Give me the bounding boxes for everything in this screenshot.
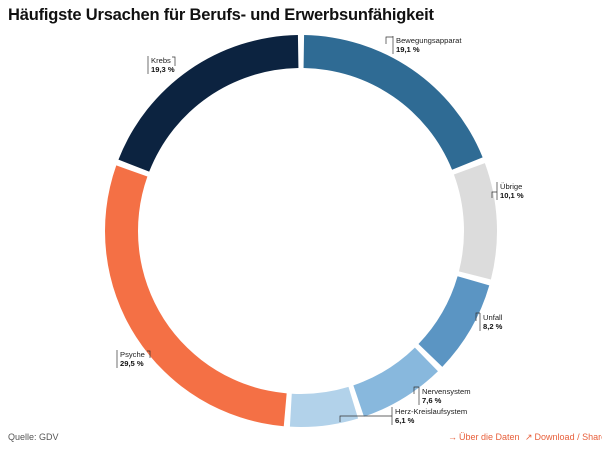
slice-value: 10,1 % — [500, 191, 524, 200]
slice-übrige[interactable] — [453, 163, 497, 280]
about-data-label: Über die Daten — [459, 432, 520, 442]
arrow-right-icon: → — [448, 432, 457, 442]
arrow-up-right-icon: ↗ — [525, 432, 533, 442]
slice-label: Herz-Kreislaufsystem — [395, 407, 467, 416]
label-leader-line — [172, 56, 176, 66]
label-leader-line — [491, 191, 497, 198]
label-leader-line — [475, 312, 480, 321]
slice-psyche[interactable] — [104, 165, 287, 427]
slice-value: 8,2 % — [483, 322, 503, 331]
slice-label: Nervensystem — [422, 387, 471, 396]
slice-label: Krebs — [151, 56, 171, 65]
label-leader-line — [413, 386, 419, 394]
slices — [104, 35, 497, 427]
slice-value: 19,1 % — [396, 45, 420, 54]
label-leader-line — [147, 350, 151, 358]
slice-value: 29,5 % — [120, 359, 144, 368]
slice-value: 6,1 % — [395, 416, 415, 425]
chart-title: Häufigste Ursachen für Berufs- und Erwer… — [8, 6, 434, 24]
download-share-link[interactable]: ↗ Download / Share — [525, 432, 602, 443]
slice-krebs[interactable] — [118, 35, 299, 172]
slice-label: Übrige — [500, 182, 522, 191]
slice-value: 7,6 % — [422, 396, 442, 405]
label-leader-line — [339, 415, 392, 422]
slice-label: Bewegungsapparat — [396, 36, 462, 45]
slice-bewegungsapparat[interactable] — [303, 35, 483, 170]
download-share-label: Download / Share — [534, 432, 602, 442]
footer: Quelle: GDV → Über die Daten ↗ Download / … — [0, 432, 602, 448]
source-note: Quelle: GDV — [8, 432, 59, 442]
slice-nervensystem[interactable] — [353, 347, 438, 417]
slice-label: Unfall — [483, 313, 503, 322]
label-leader-line — [385, 36, 393, 44]
slice-label: Psyche — [120, 350, 145, 359]
slice-unfall[interactable] — [418, 276, 490, 367]
about-data-link[interactable]: → Über die Daten — [448, 432, 520, 442]
slice-value: 19,3 % — [151, 65, 175, 74]
slice-herz-kreislaufsystem[interactable] — [289, 386, 359, 427]
